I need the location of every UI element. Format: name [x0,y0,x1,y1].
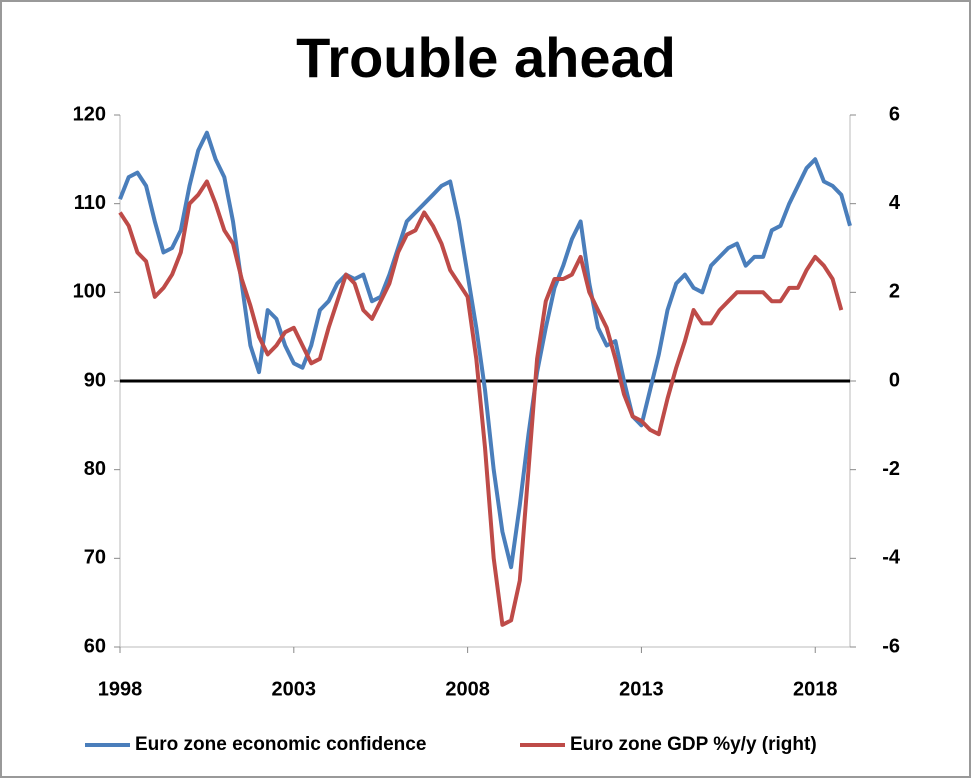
legend-label: Euro zone economic confidence [135,734,426,755]
y2-tick-label: 2 [889,281,900,303]
chart-title: Trouble ahead [296,26,676,89]
x-tick-label: 2013 [619,678,664,700]
y2-tick-label: -2 [882,458,900,480]
y-tick-label: 90 [84,369,106,391]
y-tick-label: 60 [84,635,106,657]
y2-tick-label: -4 [882,547,901,569]
y2-tick-label: 0 [889,369,900,391]
y-tick-label: 100 [73,281,106,303]
x-tick-label: 2008 [445,678,490,700]
y2-tick-label: 4 [889,192,901,214]
y2-tick-label: 6 [889,103,900,125]
series-line [118,179,844,627]
y2-tick-label: -6 [882,635,900,657]
y-tick-label: 70 [84,547,106,569]
y-tick-label: 120 [73,103,106,125]
legend-label: Euro zone GDP %y/y (right) [570,734,817,755]
x-tick-label: 2018 [793,678,838,700]
y-tick-label: 80 [84,458,106,480]
y-tick-label: 110 [74,192,106,214]
x-tick-label: 2003 [272,678,317,700]
x-tick-label: 1998 [98,678,143,700]
